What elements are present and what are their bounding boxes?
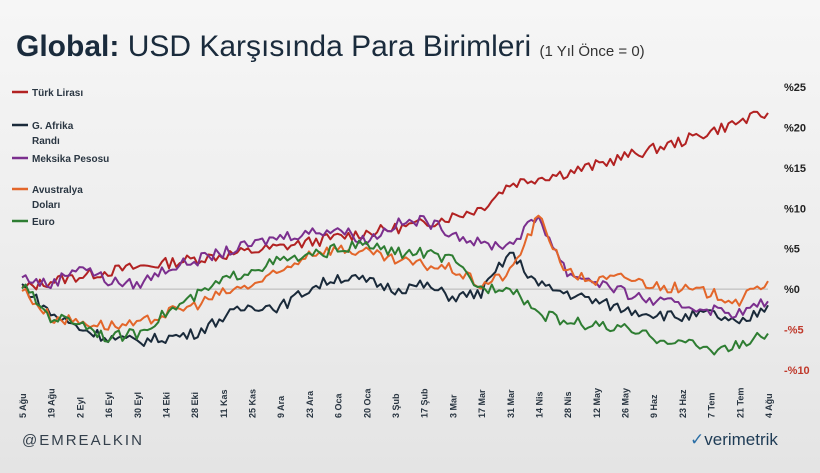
x-tick-label: 20 Oca	[362, 387, 372, 418]
title-main: USD Karşısında Para Birimleri	[127, 30, 532, 63]
legend-label: Meksika Pesosu	[32, 154, 109, 165]
x-tick-label: 19 Ağu	[47, 388, 57, 418]
legend-label: Randı	[32, 136, 60, 147]
y-tick-label: %10	[784, 203, 806, 215]
y-tick-label: -%10	[784, 365, 810, 377]
x-tick-label: 28 Eki	[190, 392, 200, 418]
y-tick-label: %5	[784, 244, 800, 256]
x-tick-label: 3 Şub	[391, 393, 401, 418]
x-tick-label: 9 Haz	[649, 394, 659, 418]
series-line	[21, 214, 769, 331]
y-tick-label: -%5	[784, 325, 804, 337]
legend-label: Türk Lirası	[32, 88, 83, 99]
x-tick-label: 9 Ara	[276, 395, 286, 418]
brand-logo: ✓verimetrik	[690, 430, 778, 450]
x-tick-label: 25 Kas	[248, 389, 258, 418]
x-tick-label: 16 Eyl	[104, 392, 114, 418]
x-tick-label: 28 Nis	[563, 391, 573, 418]
chart-title: Global: USD Karşısında Para Birimleri (1…	[16, 30, 645, 64]
title-note: (1 Yıl Önce = 0)	[539, 43, 645, 60]
x-tick-label: 14 Nis	[534, 391, 544, 418]
author-handle: @EMREALKIN	[22, 432, 144, 449]
legend-label: Doları	[32, 200, 61, 211]
y-tick-label: %15	[784, 163, 806, 175]
x-tick-label: 31 Mar	[506, 389, 516, 418]
x-tick-label: 17 Şub	[420, 388, 430, 418]
x-tick-label: 17 Mar	[477, 389, 487, 418]
x-tick-label: 5 Ağu	[18, 393, 28, 418]
x-tick-label: 6 Oca	[334, 392, 344, 418]
series-line	[21, 239, 769, 356]
series-line	[21, 251, 769, 347]
x-tick-label: 23 Haz	[678, 389, 688, 418]
brand-mark-icon: ✓	[690, 430, 705, 449]
x-tick-label: 7 Tem	[707, 393, 717, 418]
series-line	[21, 110, 769, 291]
legend-label: Avustralya	[32, 185, 83, 196]
x-tick-label: 11 Kas	[219, 389, 229, 418]
title-prefix: Global:	[16, 30, 120, 63]
legend-label: G. Afrika	[32, 121, 74, 132]
x-tick-label: 12 May	[592, 388, 602, 418]
y-tick-label: %0	[784, 284, 800, 296]
y-tick-label: %20	[784, 122, 806, 134]
x-tick-label: 21 Tem	[735, 388, 745, 418]
series-line	[21, 214, 769, 319]
x-tick-label: 26 May	[621, 388, 631, 418]
legend-label: Euro	[32, 217, 55, 228]
x-tick-label: 4 Ağu	[764, 393, 774, 418]
y-tick-label: %25	[784, 82, 806, 94]
brand-name: verimetrik	[704, 430, 778, 449]
x-tick-label: 3 Mar	[448, 394, 458, 418]
x-tick-label: 14 Eki	[161, 392, 171, 418]
x-tick-label: 2 Eyl	[75, 397, 85, 418]
x-tick-label: 23 Ara	[305, 390, 315, 418]
x-tick-label: 30 Eyl	[133, 392, 143, 418]
